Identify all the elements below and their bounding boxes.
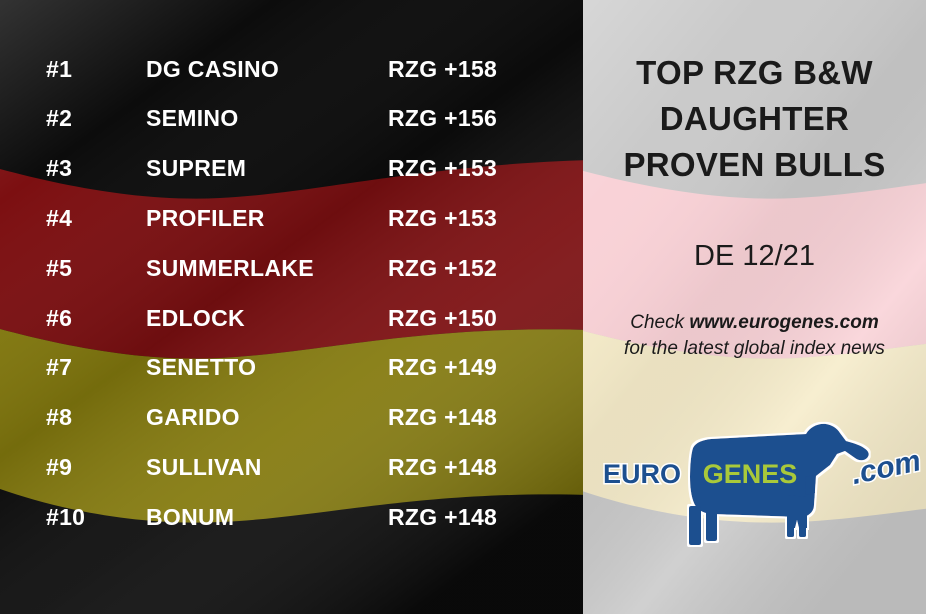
svg-text:EURO: EURO xyxy=(603,459,681,489)
svg-text:GENES: GENES xyxy=(703,459,798,489)
